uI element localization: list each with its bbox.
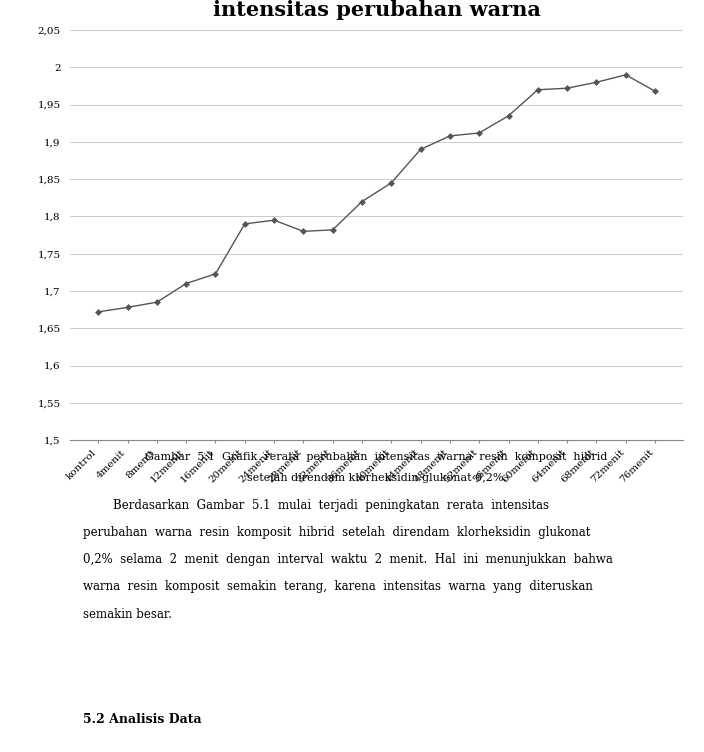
Title: intensitas perubahan warna: intensitas perubahan warna (213, 0, 541, 20)
Text: perubahan  warna  resin  komposit  hibrid  setelah  direndam  klorheksidin  gluk: perubahan warna resin komposit hibrid se… (82, 526, 590, 539)
Text: Berdasarkan  Gambar  5.1  mulai  terjadi  peningkatan  rerata  intensitas: Berdasarkan Gambar 5.1 mulai terjadi pen… (82, 499, 548, 512)
Text: semakin besar.: semakin besar. (82, 608, 172, 620)
Text: 5.2 Analisis Data: 5.2 Analisis Data (82, 713, 201, 726)
Text: setelah direndam klorheksidin glukonat 0,2%.: setelah direndam klorheksidin glukonat 0… (246, 473, 507, 483)
Text: warna  resin  komposit  semakin  terang,  karena  intensitas  warna  yang  diter: warna resin komposit semakin terang, kar… (82, 581, 593, 593)
Text: Gambar  5.1  Grafik  rerata  perubahan  intensitas  warna  resin  komposit  hibr: Gambar 5.1 Grafik rerata perubahan inten… (146, 452, 608, 462)
Text: 0,2%  selama  2  menit  dengan  interval  waktu  2  menit.  Hal  ini  menunjukka: 0,2% selama 2 menit dengan interval wakt… (82, 553, 612, 566)
